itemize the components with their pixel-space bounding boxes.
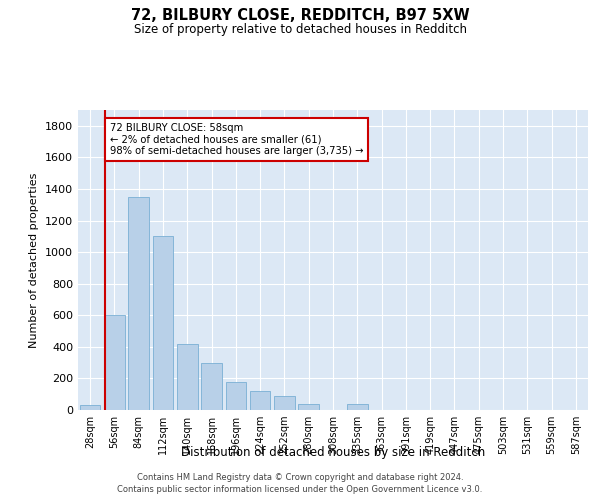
Bar <box>104 316 125 410</box>
Bar <box>347 404 368 410</box>
Bar <box>128 197 149 410</box>
Text: 72 BILBURY CLOSE: 58sqm
← 2% of detached houses are smaller (61)
98% of semi-det: 72 BILBURY CLOSE: 58sqm ← 2% of detached… <box>110 122 363 156</box>
Bar <box>80 406 100 410</box>
Y-axis label: Number of detached properties: Number of detached properties <box>29 172 40 348</box>
Bar <box>152 236 173 410</box>
Text: Contains HM Land Registry data © Crown copyright and database right 2024.
Contai: Contains HM Land Registry data © Crown c… <box>118 472 482 494</box>
Bar <box>226 382 246 410</box>
Text: Size of property relative to detached houses in Redditch: Size of property relative to detached ho… <box>133 22 467 36</box>
Bar <box>201 362 222 410</box>
Bar <box>298 404 319 410</box>
Text: Distribution of detached houses by size in Redditch: Distribution of detached houses by size … <box>181 446 485 459</box>
Bar <box>274 396 295 410</box>
Bar <box>177 344 197 410</box>
Text: 72, BILBURY CLOSE, REDDITCH, B97 5XW: 72, BILBURY CLOSE, REDDITCH, B97 5XW <box>131 8 469 22</box>
Bar <box>250 391 271 410</box>
